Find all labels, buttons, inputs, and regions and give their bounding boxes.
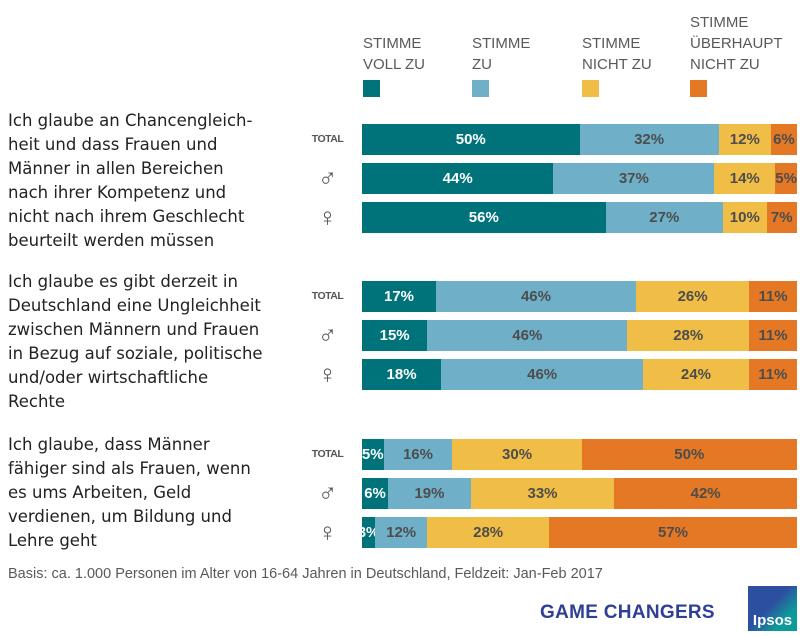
bar-row: 56% 27% 10% 7% [362, 202, 797, 233]
question-label: Ich glaube, dass Männer fähiger sind als… [8, 435, 251, 550]
bar-segment: 32% [579, 124, 719, 155]
bar-segment: 44% [362, 163, 554, 194]
bar-segment: 11% [748, 359, 797, 390]
legend-swatch [363, 80, 380, 97]
ipsos-logo: Ipsos [748, 586, 797, 631]
bar-segment: 11% [749, 320, 797, 351]
bar-segment: 24% [643, 359, 749, 390]
bar-segment: 46% [441, 359, 644, 390]
bar-segment: 6% [770, 124, 797, 155]
bar-segment: 33% [470, 478, 615, 509]
legend-swatch [582, 80, 599, 97]
bar-segment: 37% [553, 163, 715, 194]
bar-segment: 16% [383, 439, 453, 470]
bar-segment: 26% [636, 281, 750, 312]
bar-segment: 30% [452, 439, 582, 470]
bar-segment: 50% [362, 124, 580, 155]
female-icon: ♀ [317, 517, 338, 547]
bar-segment: 18% [362, 359, 442, 390]
bar-segment: 5% [362, 439, 384, 470]
bar-segment: 17% [362, 281, 436, 312]
male-icon: ♂ [317, 478, 338, 508]
bar-segment: 28% [627, 320, 750, 351]
row-label-total: TOTAL [311, 448, 344, 460]
bar-row: 18% 46% 24% 11% [362, 359, 797, 390]
bar-segment: 3% [358, 517, 379, 548]
bar-segment: 5% [775, 163, 797, 194]
question-label: Ich glaube es gibt derzeit in Deutschlan… [8, 272, 263, 411]
brand-tagline: GAME CHANGERS [540, 602, 715, 623]
bar-segment: 10% [723, 202, 767, 233]
bar-segment: 28% [427, 517, 550, 548]
bar-segment: 57% [549, 517, 797, 548]
bar-segment: 6% [362, 478, 389, 509]
legend-label: STIMME ZU [472, 35, 531, 73]
bar-row: 15% 46% 28% 11% [362, 320, 797, 351]
bar-segment: 46% [427, 320, 628, 351]
legend-label: STIMME NICHT ZU [582, 35, 652, 73]
bar-row: 5% 16% 30% 50% [362, 439, 797, 470]
female-icon: ♀ [317, 202, 338, 232]
bar-row: 50% 32% 12% 6% [362, 124, 797, 155]
female-icon: ♀ [317, 359, 338, 389]
bar-segment: 19% [388, 478, 471, 509]
bar-segment: 12% [375, 517, 428, 548]
bar-segment: 12% [718, 124, 771, 155]
legend-label: STIMME ÜBERHAUPT NICHT ZU [690, 14, 783, 73]
bar-row: 6% 19% 33% 42% [362, 478, 797, 509]
legend-swatch [472, 80, 489, 97]
bar-row: 3% 12% 28% 57% [358, 517, 797, 548]
bar-row: 44% 37% 14% 5% [362, 163, 797, 194]
bar-segment: 11% [749, 281, 797, 312]
bar-segment: 50% [581, 439, 797, 470]
bar-segment: 7% [766, 202, 797, 233]
bar-segment: 56% [362, 202, 606, 233]
male-icon: ♂ [317, 320, 338, 350]
legend-swatch [690, 80, 707, 97]
legend-label: STIMME VOLL ZU [363, 35, 425, 73]
bar-segment: 27% [605, 202, 724, 233]
row-label-total: TOTAL [311, 133, 344, 145]
male-icon: ♂ [317, 163, 338, 193]
bar-segment: 14% [714, 163, 776, 194]
bar-segment: 15% [362, 320, 428, 351]
question-label: Ich glaube an Chancengleich- heit und da… [8, 111, 253, 250]
bar-segment: 46% [435, 281, 637, 312]
row-label-total: TOTAL [311, 290, 344, 302]
bar-segment: 42% [614, 478, 797, 509]
bar-row: 17% 46% 26% 11% [362, 281, 797, 312]
footer-note: Basis: ca. 1.000 Personen im Alter von 1… [8, 566, 603, 582]
